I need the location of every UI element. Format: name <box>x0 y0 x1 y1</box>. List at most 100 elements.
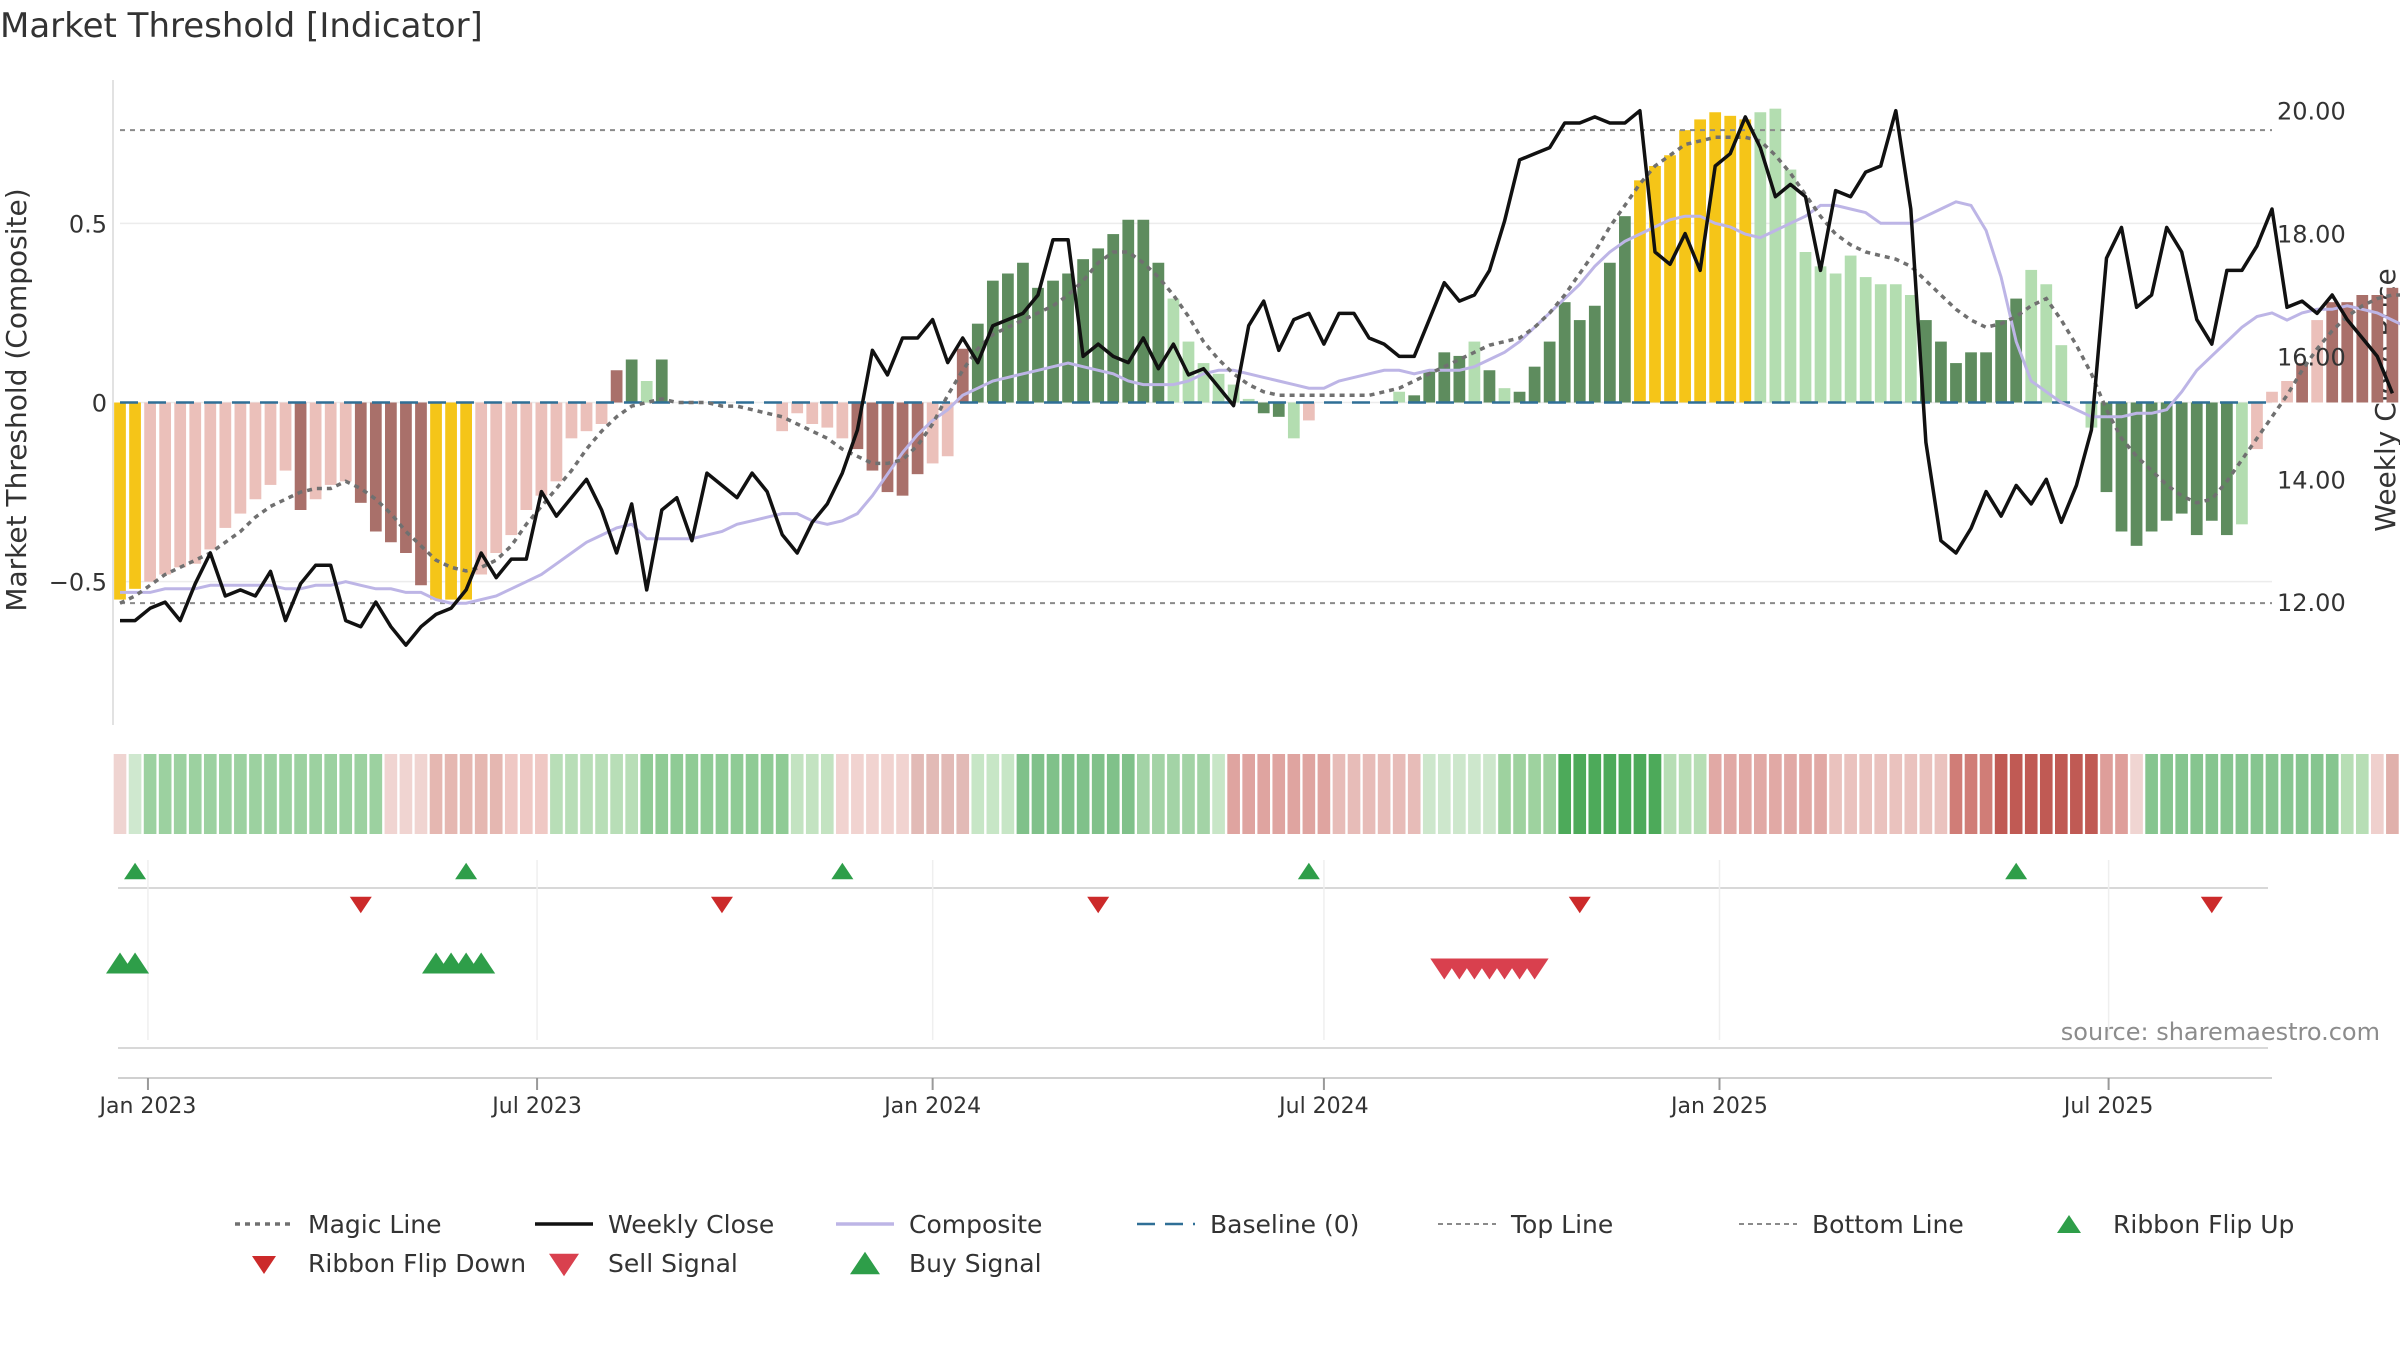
ribbon-cell <box>294 754 307 834</box>
ribbon-cell <box>2371 754 2384 834</box>
ribbon-cell <box>1754 754 1767 834</box>
composite-bar <box>1980 352 1992 403</box>
composite-bar <box>550 402 563 482</box>
ribbon-flip-up-marker <box>831 862 854 880</box>
ribbon-cell <box>1016 754 1030 834</box>
composite-bar <box>1859 277 1872 403</box>
ribbon-cell <box>956 754 970 834</box>
y-tick-right: 18.00 <box>2277 221 2346 249</box>
ribbon-cell <box>2115 754 2128 834</box>
legend-item: Sell Signal <box>549 1249 738 1278</box>
legend-label: Weekly Close <box>608 1210 774 1239</box>
ribbon-cell <box>1001 754 1015 834</box>
ribbon-cell <box>1257 754 1271 834</box>
legend-item: Ribbon Flip Up <box>2057 1210 2294 1239</box>
ribbon-cell <box>2340 754 2354 834</box>
composite-bar <box>941 402 954 457</box>
ribbon-cell <box>2070 754 2083 834</box>
composite-line <box>120 200 2400 605</box>
composite-bar <box>475 402 488 575</box>
legend-label: Magic Line <box>308 1210 442 1239</box>
ribbon-cell <box>2205 754 2219 834</box>
ribbon-cell <box>1738 754 1752 834</box>
ribbon-cell <box>1829 754 1842 834</box>
ribbon-cell <box>640 754 654 834</box>
ribbon-cell <box>790 754 804 834</box>
composite-bar <box>324 402 337 485</box>
ribbon-cell <box>1934 754 1948 834</box>
composite-bar <box>881 402 894 493</box>
ribbon-cell <box>1814 754 1827 834</box>
composite-bar <box>2115 402 2128 532</box>
composite-bar <box>1844 255 1857 403</box>
composite-bar <box>415 402 427 586</box>
composite-bar <box>1017 262 1029 403</box>
ribbon-cell <box>550 754 563 834</box>
signal-markers <box>106 860 2268 1049</box>
composite-bar <box>294 402 307 510</box>
legend-item: Magic Line <box>235 1210 442 1239</box>
ribbon-cell <box>2190 754 2204 834</box>
ribbon-cell <box>971 754 985 834</box>
legend-label: Buy Signal <box>909 1249 1042 1278</box>
ribbon-cell <box>1769 754 1782 834</box>
ribbon-cell <box>2220 754 2234 834</box>
composite-bar <box>2251 402 2263 450</box>
ribbon-cell <box>1588 754 1602 834</box>
composite-bar <box>791 402 804 414</box>
ribbon-cell <box>1137 754 1150 834</box>
composite-bar <box>1709 112 1722 403</box>
composite-bar <box>1619 216 1631 403</box>
ribbon-cell <box>1317 754 1331 834</box>
composite-bar <box>1649 166 1661 403</box>
legend-label: Sell Signal <box>608 1249 738 1278</box>
ribbon-cell <box>1091 754 1105 834</box>
buy-signal-marker <box>467 952 496 974</box>
composite-bar <box>520 402 533 510</box>
ribbon-cell <box>2325 754 2339 834</box>
legend-label: Baseline (0) <box>1210 1210 1359 1239</box>
composite-bar <box>806 402 819 424</box>
ribbon-flip-up-marker <box>1297 862 1320 880</box>
ribbon-cell <box>1498 754 1511 834</box>
ribbon-cell <box>1994 754 2008 834</box>
composite-bar <box>219 402 232 528</box>
composite-bar <box>2160 402 2173 521</box>
ribbon-cell <box>1889 754 1903 834</box>
composite-bar <box>986 280 999 403</box>
ribbon-cell <box>911 754 924 834</box>
x-tick-label: Jan 2023 <box>97 1094 196 1119</box>
legend-item: Composite <box>836 1210 1042 1239</box>
ribbon-cell <box>2039 754 2053 834</box>
composite-bar <box>1047 280 1059 403</box>
legend-swatch <box>252 1256 276 1274</box>
ribbon-cell <box>2235 754 2249 834</box>
ribbon-cell <box>2100 754 2113 834</box>
composite-bar <box>1679 130 1691 403</box>
ribbon-cell <box>1513 754 1526 834</box>
buy-signal-marker <box>121 952 150 974</box>
ribbon-cell <box>1061 754 1075 834</box>
composite-bar <box>640 381 653 403</box>
ribbon-cell <box>188 754 202 834</box>
y-tick-right: 16.00 <box>2277 343 2346 371</box>
ribbon-cell <box>1663 754 1677 834</box>
ribbon-flip-down-marker <box>349 896 372 914</box>
ribbon-cell <box>866 754 879 834</box>
ribbon-cell <box>1407 754 1421 834</box>
ribbon-cell <box>2085 754 2098 834</box>
legend-swatch <box>2057 1215 2081 1233</box>
ribbon-cell <box>1422 754 1436 834</box>
composite-bar <box>1002 273 1014 403</box>
ribbon-cell <box>896 754 909 834</box>
ribbon-cell <box>1904 754 1918 834</box>
y-tick-left: −0.5 <box>49 569 107 597</box>
ribbon-cell <box>805 754 819 834</box>
composite-bar <box>505 402 518 536</box>
ribbon-cell <box>429 754 443 834</box>
legend-item: Bottom Line <box>1739 1210 1964 1239</box>
composite-bar <box>1799 252 1812 403</box>
ribbon-cell <box>2250 754 2264 834</box>
ribbon-flip-up-marker <box>2005 862 2028 880</box>
